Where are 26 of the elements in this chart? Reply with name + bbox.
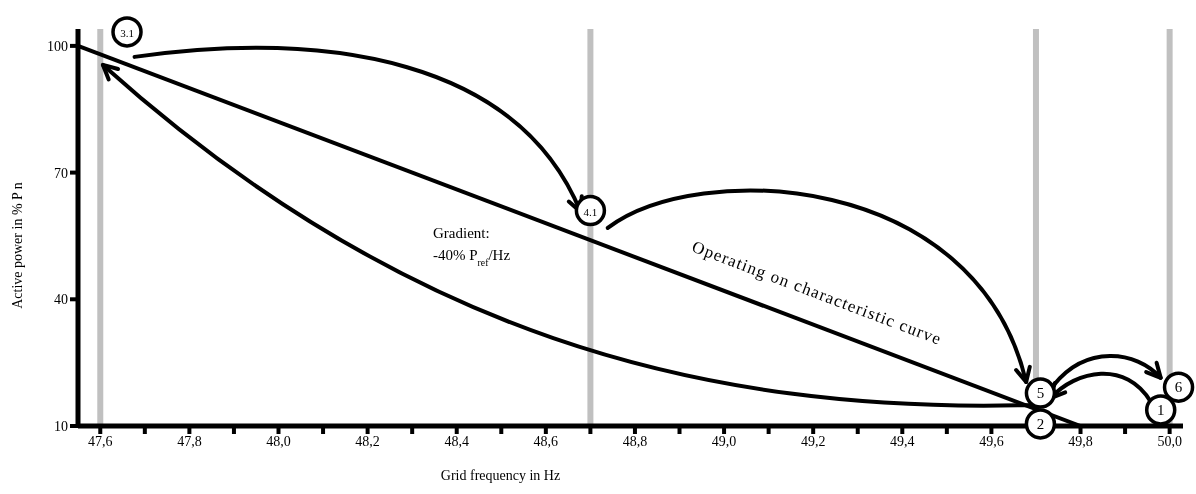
y-tick-label: 70 (54, 165, 68, 181)
x-tick-label: 49,4 (890, 433, 915, 449)
x-tick-label: 50,0 (1157, 433, 1182, 449)
y-tick-label: 10 (54, 418, 68, 434)
y-tick-label: 100 (47, 38, 68, 54)
annotation: 3.1 (120, 26, 134, 39)
annotation: Gradient: -40% P$_{ref}$/Hz (433, 225, 511, 268)
annotation: 5 (1036, 385, 1045, 402)
x-tick-label: 47,6 (88, 433, 113, 449)
x-tick-label: 48,8 (622, 433, 648, 449)
x-axis-title: Grid frequency in Hz (440, 468, 561, 483)
x-tick-label: 49,0 (711, 433, 737, 449)
annotation: 1 (1156, 401, 1165, 418)
x-tick-label: 49,8 (1068, 433, 1093, 449)
y-tick-label: 40 (54, 292, 68, 308)
annotation: 6 (1174, 379, 1183, 396)
x-tick-label: 48,4 (444, 433, 469, 449)
y-axis-title: Active power in % P n (10, 182, 25, 309)
x-tick-label: 49,6 (979, 433, 1004, 449)
x-tick-label: 48,6 (533, 433, 559, 449)
x-tick-label: 47,8 (177, 433, 202, 449)
annotation: 2 (1036, 415, 1045, 432)
x-tick-label: 48,0 (266, 433, 291, 449)
annotation: 4.1 (583, 205, 598, 218)
x-tick-label: 48,2 (355, 433, 380, 449)
x-tick-label: 49,2 (800, 433, 826, 449)
